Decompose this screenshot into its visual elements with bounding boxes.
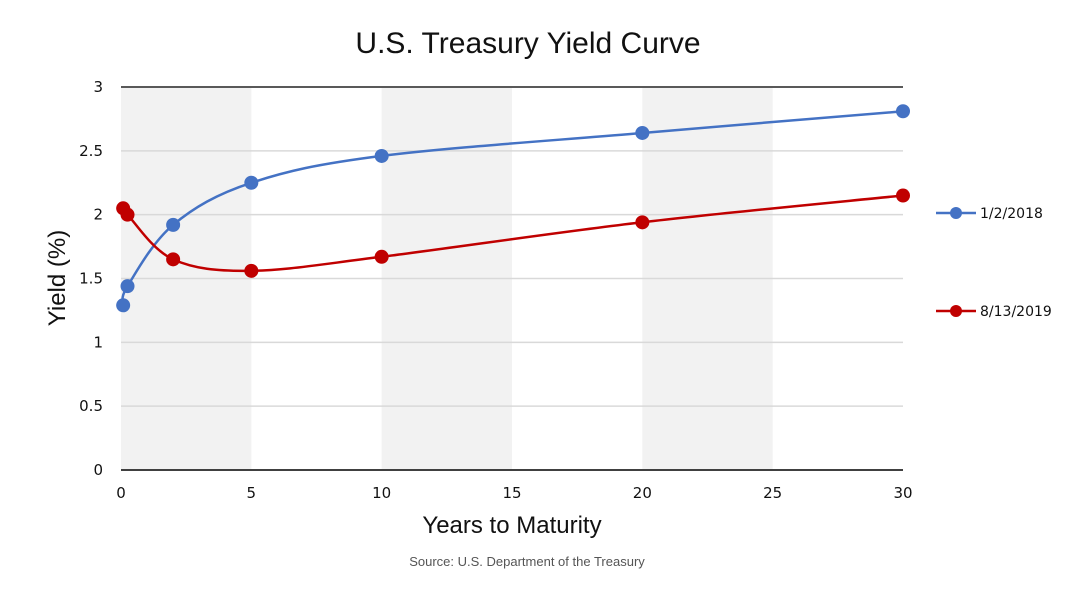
gridlines bbox=[121, 150, 903, 407]
data-point bbox=[374, 148, 389, 163]
x-axis-title: Years to Maturity bbox=[422, 512, 601, 539]
x-tick-label: 30 bbox=[893, 484, 912, 502]
data-point bbox=[244, 263, 259, 278]
y-tick-label: 1.5 bbox=[79, 270, 103, 288]
data-point bbox=[120, 207, 135, 222]
legend-label: 1/2/2018 bbox=[980, 206, 1043, 222]
data-point bbox=[116, 298, 131, 313]
y-axis-title: Yield (%) bbox=[44, 230, 71, 326]
data-point bbox=[374, 249, 389, 264]
x-tick-label: 0 bbox=[116, 484, 126, 502]
data-point bbox=[635, 125, 650, 140]
series-line bbox=[121, 110, 904, 306]
y-tick-label: 0 bbox=[93, 461, 103, 479]
series-line bbox=[121, 194, 904, 273]
series-2 bbox=[116, 188, 910, 278]
chart-title: U.S. Treasury Yield Curve bbox=[355, 27, 700, 60]
legend-item: 8/13/2019 bbox=[936, 304, 1052, 320]
y-tick-labels: 0 0.5 1 1.5 2 2.5 3 bbox=[79, 78, 103, 479]
y-tick-label: 3 bbox=[93, 78, 103, 96]
data-point bbox=[635, 215, 650, 230]
legend-item: 1/2/2018 bbox=[936, 206, 1043, 222]
y-tick-label: 1 bbox=[93, 333, 103, 351]
x-tick-label: 20 bbox=[633, 484, 652, 502]
data-point bbox=[244, 175, 259, 190]
x-tick-label: 15 bbox=[502, 484, 521, 502]
data-point bbox=[120, 279, 135, 294]
data-point bbox=[896, 188, 910, 203]
legend-marker bbox=[950, 305, 962, 317]
axes bbox=[121, 86, 903, 471]
source-note: Source: U.S. Department of the Treasury bbox=[409, 554, 645, 569]
legend: 1/2/2018 8/13/2019 bbox=[936, 206, 1052, 320]
y-tick-label: 2 bbox=[93, 206, 103, 224]
x-tick-label: 25 bbox=[763, 484, 782, 502]
series-1 bbox=[116, 104, 910, 313]
x-tick-label: 10 bbox=[372, 484, 391, 502]
data-point bbox=[166, 217, 181, 232]
x-tick-labels: 0 5 10 15 20 25 30 bbox=[116, 484, 912, 502]
x-tick-label: 5 bbox=[247, 484, 257, 502]
data-point bbox=[166, 252, 181, 267]
data-point bbox=[896, 104, 910, 119]
series-layer bbox=[116, 104, 910, 313]
legend-marker bbox=[950, 207, 962, 219]
y-tick-label: 0.5 bbox=[79, 397, 103, 415]
legend-label: 8/13/2019 bbox=[980, 304, 1052, 320]
y-tick-label: 2.5 bbox=[79, 142, 103, 160]
